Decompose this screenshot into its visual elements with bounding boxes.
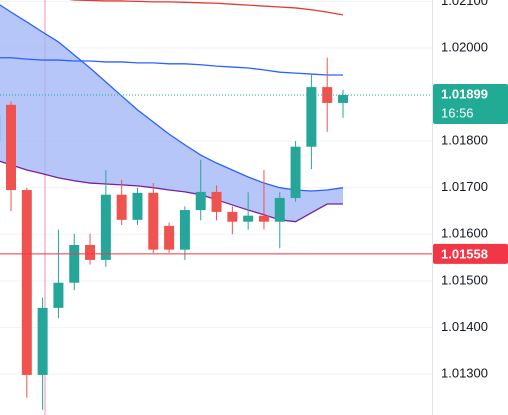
candle-body xyxy=(21,190,32,375)
candle-body xyxy=(37,307,48,375)
y-tick-label: 1.01500 xyxy=(441,272,488,287)
y-tick-label: 1.01800 xyxy=(441,133,488,148)
candle-body xyxy=(148,192,159,250)
y-tick-label: 1.02000 xyxy=(441,39,488,54)
indicator-line xyxy=(0,57,344,76)
y-tick-label: 1.02100 xyxy=(441,0,488,8)
candle-body xyxy=(243,215,254,222)
candle-body xyxy=(211,191,222,212)
candle-body xyxy=(227,211,238,222)
indicator-line xyxy=(0,160,344,223)
candle-body xyxy=(116,194,127,220)
candle-body xyxy=(258,215,269,222)
candle-body xyxy=(274,197,285,222)
candle-body xyxy=(132,192,143,220)
candle-body xyxy=(195,191,206,211)
price-time: 16:56 xyxy=(441,105,474,120)
price-label: 1.01899 xyxy=(441,86,488,101)
candle-body xyxy=(164,225,175,250)
candle-body xyxy=(6,104,16,191)
plot-area xyxy=(0,0,432,415)
cloud-fill xyxy=(0,4,344,222)
indicator-line xyxy=(0,4,344,192)
level-label-box xyxy=(433,243,508,264)
y-tick-label: 1.01300 xyxy=(441,365,488,380)
candle-body xyxy=(338,95,349,103)
candle-body xyxy=(53,282,64,308)
candle-body xyxy=(100,194,111,260)
y-tick-label: 1.01700 xyxy=(441,179,488,194)
candle-body xyxy=(179,210,190,250)
candle-body xyxy=(69,244,80,283)
indicator-line xyxy=(68,0,344,16)
price-axis: 1.02100 1.02000 1.01800 1.01700 1.01600 1.015… xyxy=(433,0,508,380)
candle-body xyxy=(85,244,96,260)
candle-body xyxy=(290,146,301,198)
y-tick-label: 1.01600 xyxy=(441,226,488,241)
y-tick-label: 1.01400 xyxy=(441,319,488,334)
level-label: 1.01558 xyxy=(441,246,488,261)
price-label-box xyxy=(433,84,508,125)
candle-body xyxy=(306,87,317,147)
